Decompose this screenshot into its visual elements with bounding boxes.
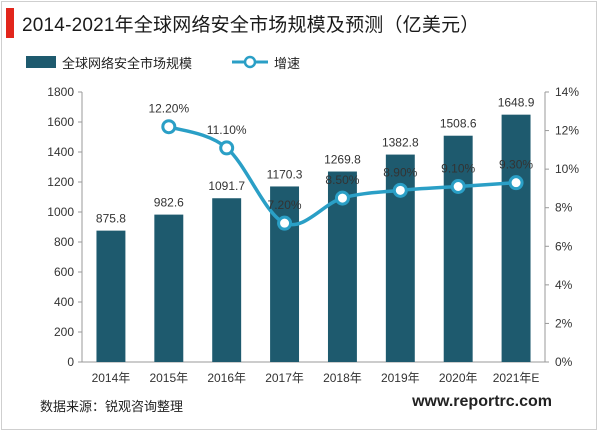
bar <box>443 135 473 362</box>
growth-point <box>277 215 293 231</box>
x-tick-label: 2018年 <box>323 371 362 385</box>
bar-value-label: 1269.8 <box>324 153 361 167</box>
legend-line-swatch <box>232 55 269 69</box>
bar <box>154 214 184 362</box>
y-left-tick-label: 1600 <box>47 115 74 129</box>
growth-value-label: 8.50% <box>325 173 359 187</box>
source-note: 数据来源：锐观咨询整理 <box>40 399 184 414</box>
x-tick-label: 2017年 <box>265 371 304 385</box>
growth-point <box>450 179 466 194</box>
x-tick-label: 2016年 <box>207 371 246 385</box>
y-left-tick-label: 200 <box>54 325 74 339</box>
legend-bar-label: 全球网络安全市场规模 <box>62 55 193 71</box>
bar-value-label: 1648.9 <box>498 96 535 110</box>
bar <box>501 114 531 362</box>
x-tick-label: 2019年 <box>381 371 420 385</box>
y-left-tick-label: 1000 <box>47 205 74 219</box>
y-left-tick-label: 0 <box>67 355 74 369</box>
y-left-tick-label: 800 <box>54 235 74 249</box>
growth-value-label: 11.10% <box>207 123 247 137</box>
x-tick-label: 2015年 <box>149 371 188 385</box>
bar-value-label: 982.6 <box>154 196 184 210</box>
growth-value-label: 8.90% <box>383 165 417 179</box>
bar-value-label: 1382.8 <box>382 136 419 150</box>
y-right-tick-label: 0% <box>555 355 573 369</box>
x-tick-label: 2021年E <box>493 371 540 385</box>
title-accent-bar <box>6 8 14 38</box>
y-right-tick-label: 6% <box>555 239 573 253</box>
growth-point <box>334 190 350 206</box>
y-left-tick-label: 400 <box>54 295 74 309</box>
growth-point <box>219 140 235 156</box>
y-right-tick-label: 14% <box>555 85 579 99</box>
growth-value-label: 9.30% <box>499 158 533 172</box>
legend-item-line: 增速 <box>232 53 300 72</box>
x-tick-label: 2020年 <box>439 371 478 385</box>
bar-value-label: 1170.3 <box>267 167 303 181</box>
y-left-tick-label: 1400 <box>47 145 74 159</box>
y-right-tick-label: 8% <box>555 201 573 215</box>
chart-title: 2014-2021年全球网络安全市场规模及预测（亿美元） <box>22 15 480 36</box>
y-right-tick-label: 12% <box>555 124 579 138</box>
bar-value-label: 1508.6 <box>440 117 477 131</box>
bar <box>212 198 242 362</box>
website-url: www.reportrc.com <box>412 393 552 410</box>
y-left-tick-label: 1800 <box>47 85 74 99</box>
y-right-tick-label: 4% <box>555 278 573 292</box>
y-right-tick-label: 10% <box>555 162 579 176</box>
growth-point <box>161 119 177 135</box>
bar-value-label: 875.8 <box>96 212 126 226</box>
growth-value-label: 9.10% <box>441 162 475 176</box>
bar <box>96 230 126 362</box>
legend: 全球网络安全市场规模 增速 <box>26 52 340 72</box>
y-right-tick-label: 2% <box>555 316 573 330</box>
y-left-tick-label: 1200 <box>47 175 74 189</box>
growth-value-label: 7.20% <box>268 198 302 212</box>
growth-value-label: 12.20% <box>148 102 189 116</box>
legend-item-bar: 全球网络安全市场规模 <box>26 53 192 72</box>
growth-point <box>508 175 524 191</box>
growth-point <box>392 182 408 198</box>
y-left-tick-label: 600 <box>54 265 74 279</box>
legend-line-label: 增速 <box>274 55 301 71</box>
x-tick-label: 2014年 <box>92 371 131 385</box>
bar-value-label: 1091.7 <box>208 179 245 193</box>
legend-bar-swatch <box>26 56 56 68</box>
